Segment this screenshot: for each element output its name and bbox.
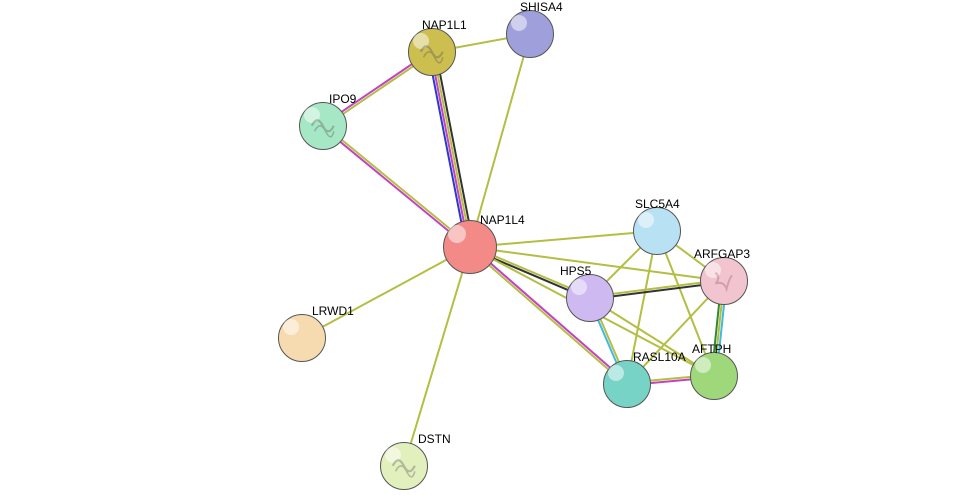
network-canvas: NAP1L4NAP1L1SHISA4IPO9SLC5A4HPS5ARFGAP3R… [0, 0, 975, 504]
node-dstn[interactable] [380, 442, 428, 490]
node-texture-icon [309, 112, 337, 140]
node-texture-icon [418, 38, 446, 66]
node-highlight [413, 33, 429, 49]
node-highlight [695, 357, 711, 373]
node-hps5[interactable] [566, 274, 614, 322]
edge-nap1l4-slc5a4 [470, 231, 657, 247]
node-highlight [448, 225, 466, 243]
node-highlight [571, 279, 587, 295]
node-arfgap3[interactable] [700, 257, 748, 305]
node-ipo9[interactable] [299, 102, 347, 150]
node-highlight [304, 107, 320, 123]
node-highlight [511, 15, 527, 31]
node-aftph[interactable] [690, 352, 738, 400]
edge-nap1l4-dstn [404, 247, 470, 466]
node-highlight [638, 212, 654, 228]
node-highlight [608, 365, 624, 381]
edge-nap1l4-lrwd1 [302, 247, 470, 338]
node-lrwd1[interactable] [278, 314, 326, 362]
edge-nap1l4-nap1l1 [428, 51, 473, 247]
node-rasl10a[interactable] [603, 360, 651, 408]
node-nap1l4[interactable] [443, 220, 497, 274]
node-slc5a4[interactable] [633, 207, 681, 255]
node-nap1l1[interactable] [408, 28, 456, 76]
node-highlight [705, 262, 721, 278]
node-shisa4[interactable] [506, 10, 554, 58]
edge-nap1l4-shisa4 [470, 34, 530, 247]
node-texture-icon [710, 267, 738, 295]
node-texture-icon [390, 452, 418, 480]
node-highlight [283, 319, 299, 335]
node-highlight [385, 447, 401, 463]
